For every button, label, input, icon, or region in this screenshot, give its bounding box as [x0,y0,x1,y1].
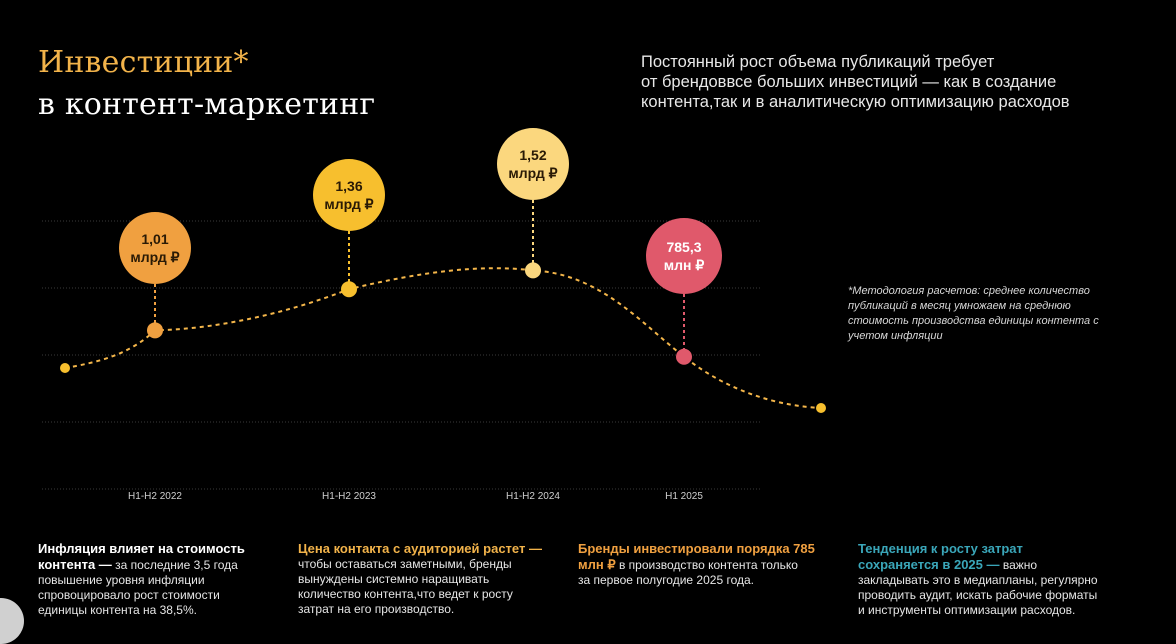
insight-heading: Цена контакта с аудиторией растет — [298,541,542,556]
insight-text: чтобы оставаться заметными, бренды [298,557,512,571]
trend-curve [64,267,822,409]
data-point [341,281,357,298]
insight-heading: Бренды инвестировали порядка 785 [578,541,815,556]
insight-heading: сохраняется в 2025 — [858,557,1000,572]
x-tick-label: H1-H2 2023 [322,491,376,502]
data-label-unit: млрд ₽ [508,165,557,181]
data-point [676,348,692,365]
data-point [147,322,163,339]
value-bubble [119,212,191,284]
note-line: учетом инфляции [848,330,943,342]
note-line: стоимость производства единицы контента … [848,315,1099,327]
curve-end-point [816,403,826,413]
x-tick-label: H1 2025 [665,491,703,502]
data-label-value: 1,01 [141,231,168,247]
value-bubble [646,218,722,294]
insight-inflation: Инфляция влияет на стоимость контента — … [38,541,273,618]
insight-text: за последние 3,5 года [115,558,238,572]
data-label-value: 785,3 [666,239,701,255]
lead-line: контента,так и в аналитическую оптимизац… [641,93,1070,111]
insight-heading: млн ₽ [578,557,616,572]
data-point [525,262,541,279]
insight-contact-price: Цена контакта с аудиторией растет — чтоб… [298,541,548,617]
title-line-2: в контент-маркетинг [38,87,376,122]
insight-text: повышение уровня инфляции [38,573,205,587]
x-tick-label: H1-H2 2022 [128,491,182,502]
insight-text: единицы контента на 38,5%. [38,603,197,617]
data-label-unit: млрд ₽ [324,196,373,212]
page-title: Инвестиции* в контент-маркетинг [38,42,375,126]
insight-brand-investment: Бренды инвестировали порядка 785 млн ₽ в… [578,541,828,588]
insight-text: в производство контента только [618,558,798,572]
lead-paragraph: Постоянный рост объема публикаций требуе… [641,52,1111,112]
insight-heading: Инфляция влияет на стоимость [38,541,245,556]
avatar[interactable]: ⋮ [0,598,24,644]
insight-text: и инструменты оптимизации расходов. [858,603,1076,617]
lead-line: Постоянный рост объема публикаций требуе… [641,53,995,71]
value-bubble [497,128,569,200]
insight-text: проводить аудит, искать рабочие форматы [858,588,1098,602]
data-label-unit: млн ₽ [664,257,705,273]
x-tick-label: H1-H2 2024 [506,491,560,502]
insight-text: спровоцировало рост стоимости [38,588,220,602]
insight-text: затрат на его производство. [298,602,455,616]
methodology-note: *Методология расчетов: среднее количеств… [848,284,1118,344]
insight-text: закладывать это в медиапланы, регулярно [858,573,1098,587]
data-label-value: 1,52 [519,147,546,163]
lead-line: от брендоввсе больших инвестиций — как в… [641,73,1057,91]
title-line-1: Инвестиции* [38,45,249,80]
insight-text: количество контента,что ведет к росту [298,587,513,601]
note-line: *Методология расчетов: среднее количеств… [848,285,1090,297]
insight-text: важно [1002,558,1038,572]
insight-heading: Тенденция к росту затрат [858,541,1023,556]
data-label-value: 1,36 [335,178,362,194]
insight-cost-trend: Тенденция к росту затрат сохраняется в 2… [858,541,1128,618]
note-line: публикаций в месяц умножаем на среднюю [848,300,1071,312]
investment-chart: 1,01 млрд ₽ H1-H2 2022 1,36 млрд ₽ H1-H2 2023… [42,128,826,502]
value-bubble [313,159,385,231]
curve-start-point [60,363,70,373]
insight-heading: контента — [38,557,112,572]
data-label-unit: млрд ₽ [130,249,179,265]
insight-text: вынуждены системно наращивать [298,572,490,586]
dots-icon: ⋮ [0,612,2,632]
insight-text: за первое полугодие 2025 года. [578,573,754,587]
chart-marks: 1,01 млрд ₽ H1-H2 2022 1,36 млрд ₽ H1-H2 2023… [60,128,826,502]
